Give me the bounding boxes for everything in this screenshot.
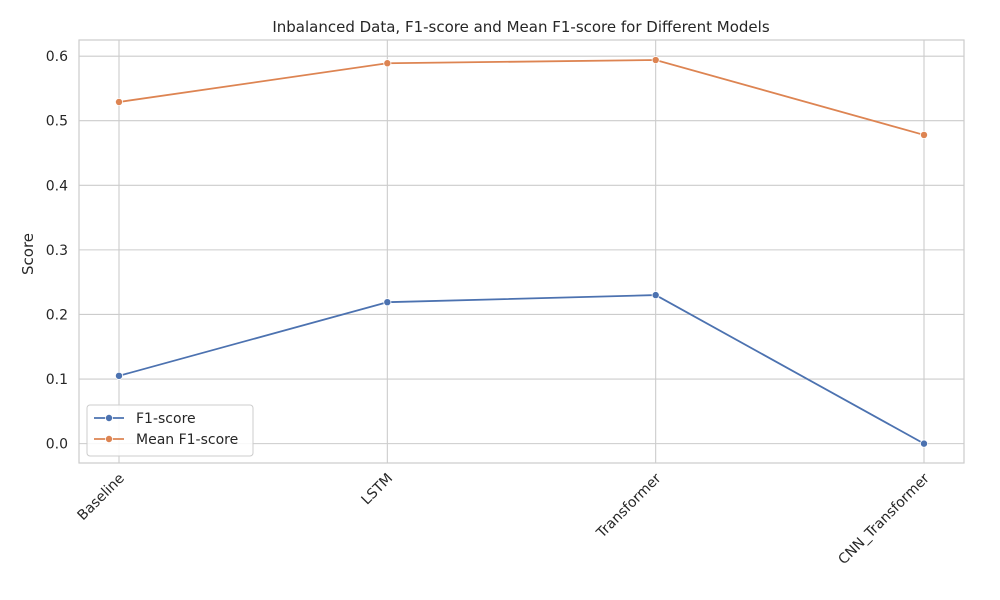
plot-frame — [78, 39, 965, 464]
data-point — [651, 56, 660, 65]
legend-label: F1-score — [136, 411, 196, 427]
legend-label: Mean F1-score — [136, 432, 238, 448]
chart-title: Inbalanced Data, F1-score and Mean F1-sc… — [272, 18, 769, 36]
legend-marker — [105, 434, 114, 443]
data-point — [920, 130, 929, 139]
data-point — [383, 298, 392, 307]
series-1 — [115, 56, 929, 139]
y-tick-label: 0.0 — [46, 437, 68, 453]
x-tick-label: CNN_Transformer — [835, 470, 933, 568]
x-tick-label: LSTM — [358, 471, 396, 509]
x-tick-label: Baseline — [75, 471, 128, 524]
y-axis-label: Score — [19, 233, 37, 275]
series-line — [118, 59, 925, 136]
x-tick-label: Transformer — [593, 470, 665, 542]
data-point — [115, 97, 124, 106]
legend-marker — [105, 413, 114, 422]
series — [115, 56, 929, 448]
y-tick-label: 0.3 — [46, 243, 68, 259]
y-tick-label: 0.1 — [46, 372, 68, 388]
series-0 — [115, 291, 929, 448]
series-line — [118, 294, 925, 445]
grid — [79, 40, 964, 463]
data-point — [651, 291, 660, 300]
y-tick-label: 0.5 — [46, 114, 68, 130]
data-point — [383, 59, 392, 68]
y-tick-label: 0.4 — [46, 178, 68, 194]
legend-box — [86, 404, 254, 457]
y-axis-ticks: 0.0 0.1 0.2 0.3 0.4 0.5 0.6 — [46, 49, 68, 452]
legend: F1-score Mean F1-score — [86, 404, 254, 457]
data-point — [920, 439, 929, 448]
x-axis-ticks: Baseline LSTM Transformer CNN_Transformer — [75, 470, 933, 568]
y-tick-label: 0.6 — [46, 49, 68, 65]
data-point — [115, 371, 124, 380]
y-tick-label: 0.2 — [46, 307, 68, 323]
